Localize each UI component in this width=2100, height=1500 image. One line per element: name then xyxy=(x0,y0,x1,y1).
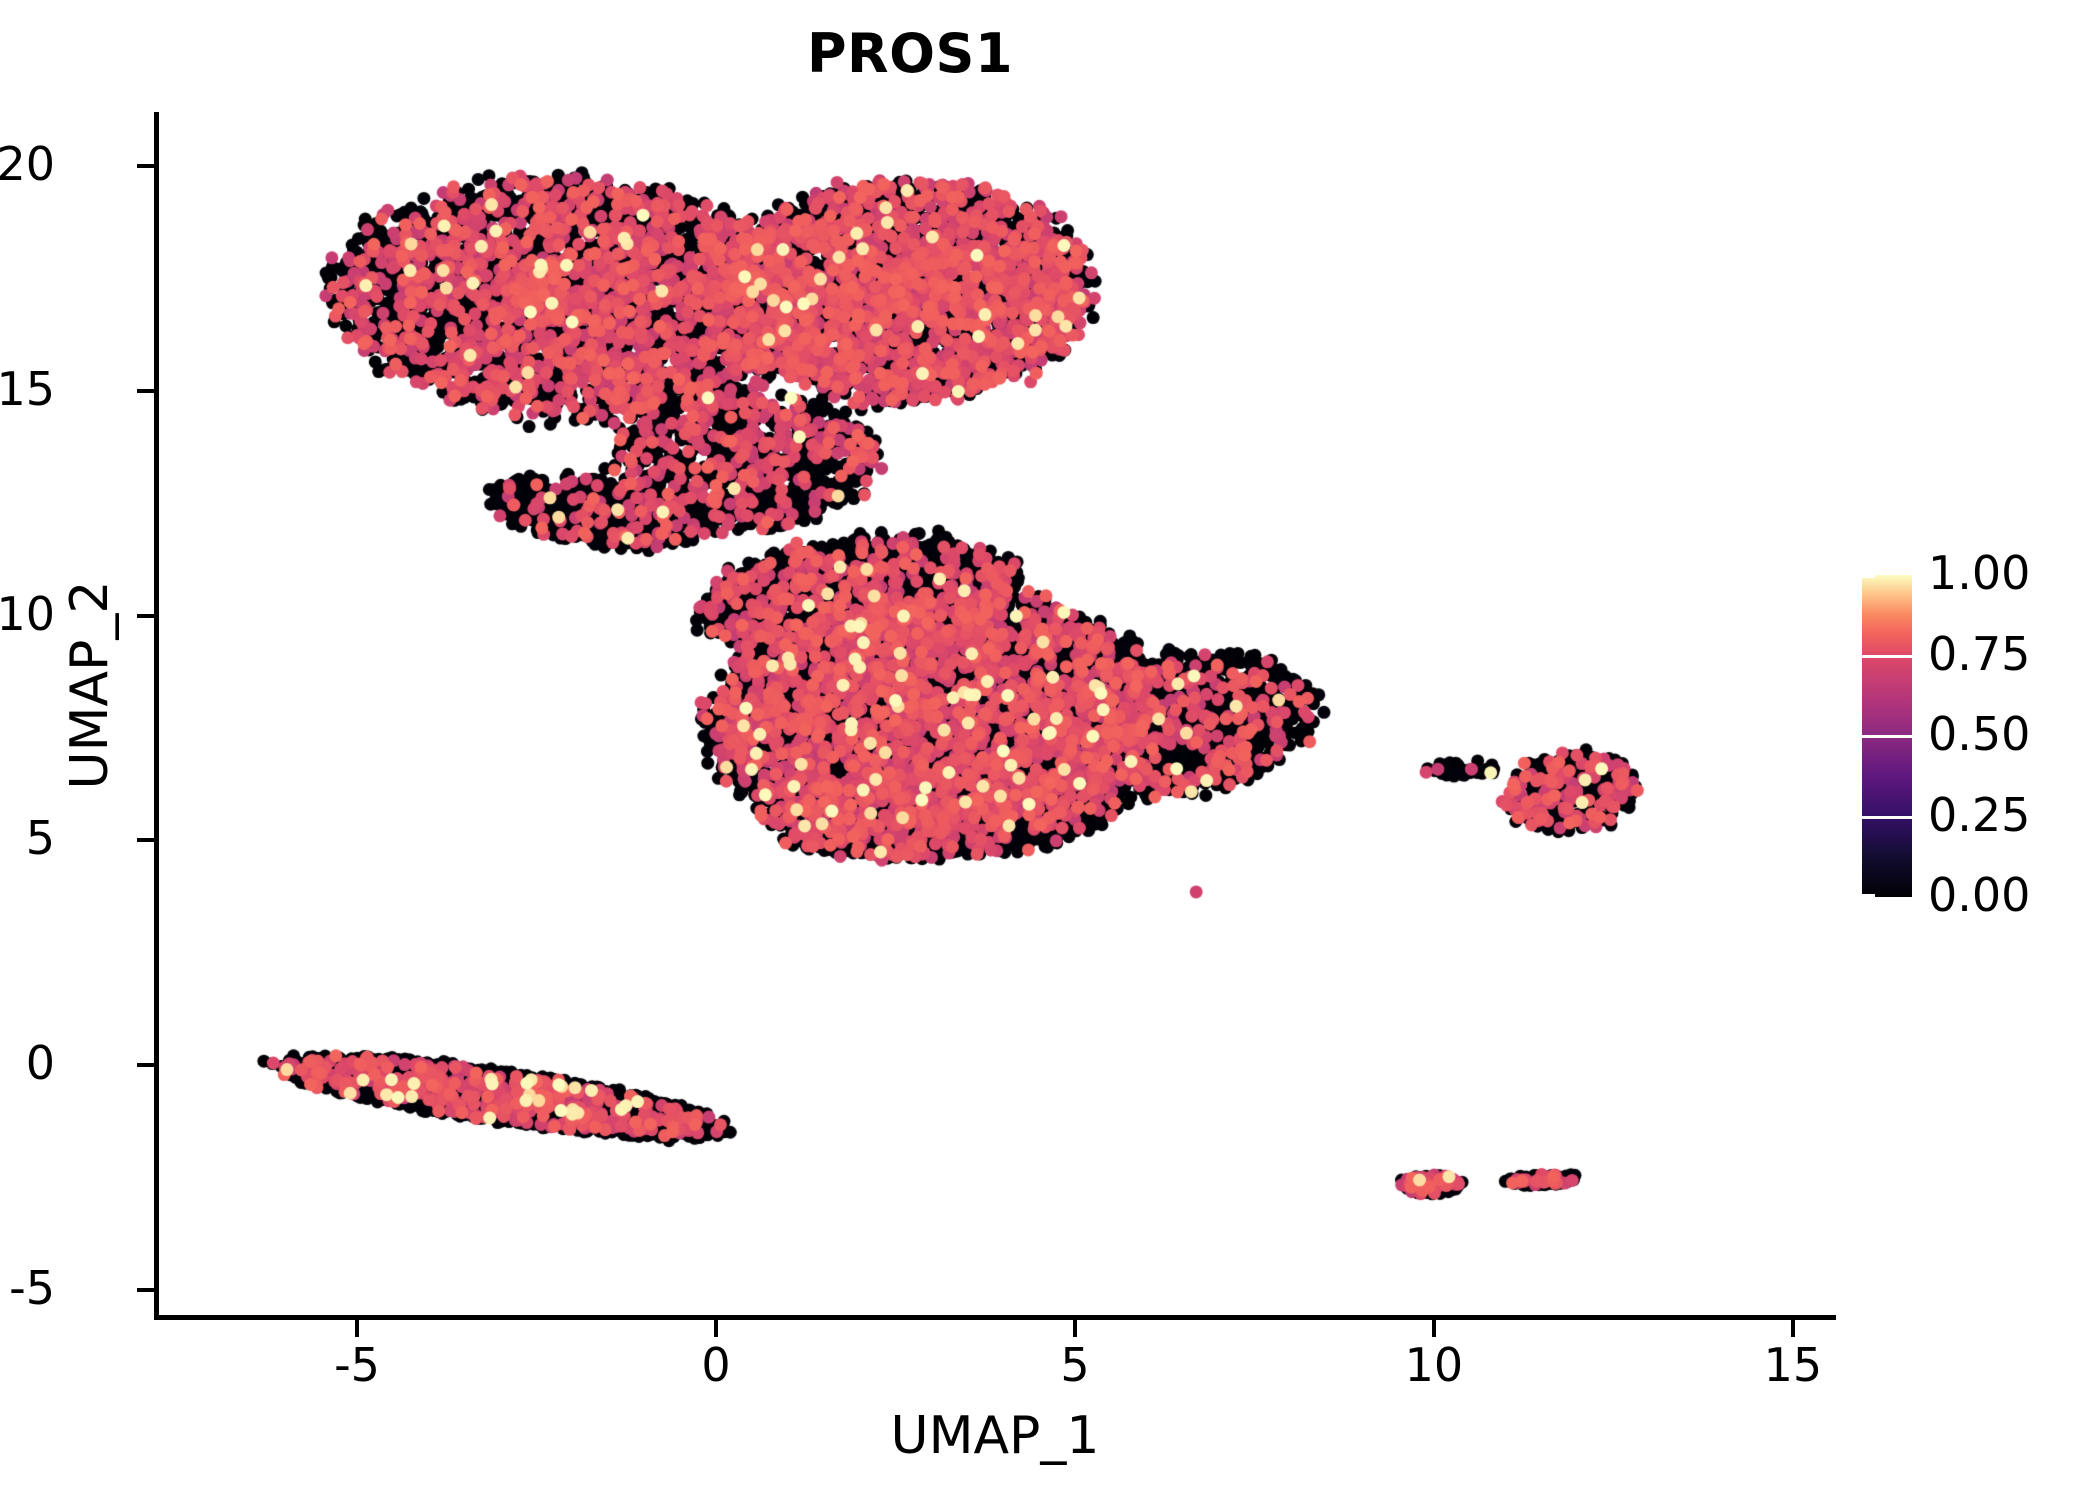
x-axis-label: UMAP_1 xyxy=(890,1406,1100,1466)
y-tick-label: 20 xyxy=(0,136,55,191)
y-tick-mark xyxy=(137,1288,155,1293)
colorbar-tick-label: 0.75 xyxy=(1928,626,2031,681)
colorbar-tick-mark xyxy=(1862,735,1912,738)
y-tick-mark xyxy=(137,163,155,168)
colorbar-tick-mark xyxy=(1862,654,1912,658)
y-axis-label: UMAP_2 xyxy=(60,580,120,790)
colorbar-tick-label: 1.00 xyxy=(1928,546,2031,600)
colorbar-tick-mark xyxy=(1862,894,1875,897)
x-tick-mark xyxy=(1431,1319,1436,1337)
y-tick-mark xyxy=(137,613,155,618)
colorbar-tick-label: 0.25 xyxy=(1928,787,2031,842)
x-tick-label: -5 xyxy=(334,1338,380,1392)
y-tick-label: 0 xyxy=(25,1036,55,1091)
y-tick-mark xyxy=(137,1063,155,1068)
x-tick-mark xyxy=(1072,1319,1077,1337)
y-tick-label: 5 xyxy=(25,811,55,866)
x-tick-mark xyxy=(714,1319,718,1337)
colorbar-tick-label: 0.00 xyxy=(1928,868,2031,922)
x-tick-label: 0 xyxy=(701,1338,731,1392)
y-tick-mark xyxy=(137,388,155,393)
y-tick-mark xyxy=(137,838,155,843)
x-axis-spine xyxy=(154,1315,1836,1320)
y-tick-label: 15 xyxy=(0,361,55,416)
colorbar-tick-label: 0.50 xyxy=(1928,707,2031,761)
x-tick-mark xyxy=(355,1319,360,1337)
x-tick-label: 10 xyxy=(1404,1338,1464,1392)
y-tick-label: 10 xyxy=(0,586,55,641)
x-tick-label: 15 xyxy=(1763,1338,1823,1392)
colorbar-tick-mark xyxy=(1862,575,1875,578)
x-tick-label: 5 xyxy=(1060,1338,1090,1392)
scatter-plot-canvas xyxy=(156,112,1836,1317)
y-tick-label: -5 xyxy=(9,1261,55,1316)
colorbar-tick-mark xyxy=(1862,815,1912,819)
page-title: PROS1 xyxy=(806,22,1014,85)
y-axis-spine xyxy=(154,112,159,1320)
x-tick-mark xyxy=(1790,1319,1795,1337)
